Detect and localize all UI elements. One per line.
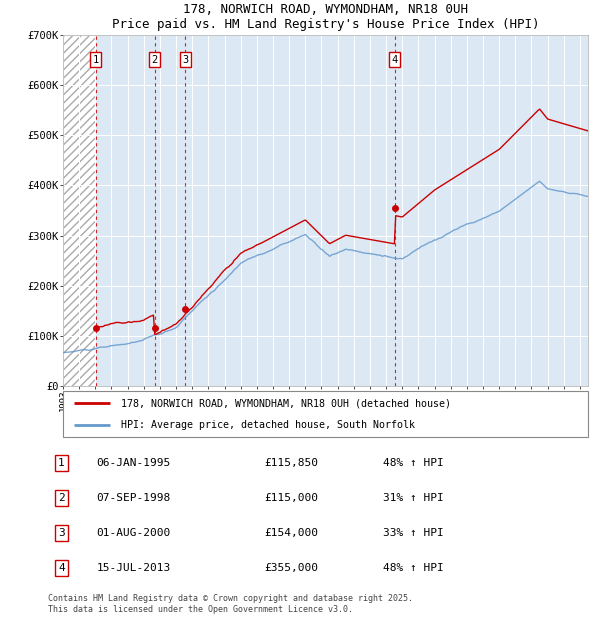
Text: £154,000: £154,000 xyxy=(264,528,318,538)
Text: 33% ↑ HPI: 33% ↑ HPI xyxy=(383,528,443,538)
Text: Contains HM Land Registry data © Crown copyright and database right 2025.
This d: Contains HM Land Registry data © Crown c… xyxy=(48,595,413,614)
Text: 4: 4 xyxy=(58,563,65,573)
Text: 1: 1 xyxy=(92,55,98,65)
Text: 3: 3 xyxy=(58,528,65,538)
Text: 178, NORWICH ROAD, WYMONDHAM, NR18 0UH (detached house): 178, NORWICH ROAD, WYMONDHAM, NR18 0UH (… xyxy=(121,398,451,408)
Text: 01-AUG-2000: 01-AUG-2000 xyxy=(97,528,171,538)
Text: 31% ↑ HPI: 31% ↑ HPI xyxy=(383,493,443,503)
Text: 06-JAN-1995: 06-JAN-1995 xyxy=(97,458,171,468)
Text: 15-JUL-2013: 15-JUL-2013 xyxy=(97,563,171,573)
Text: £115,000: £115,000 xyxy=(264,493,318,503)
Title: 178, NORWICH ROAD, WYMONDHAM, NR18 0UH
Price paid vs. HM Land Registry's House P: 178, NORWICH ROAD, WYMONDHAM, NR18 0UH P… xyxy=(112,3,539,32)
Text: 4: 4 xyxy=(392,55,398,65)
Text: 48% ↑ HPI: 48% ↑ HPI xyxy=(383,458,443,468)
Text: £355,000: £355,000 xyxy=(264,563,318,573)
Text: 48% ↑ HPI: 48% ↑ HPI xyxy=(383,563,443,573)
Text: 3: 3 xyxy=(182,55,188,65)
Text: 07-SEP-1998: 07-SEP-1998 xyxy=(97,493,171,503)
FancyBboxPatch shape xyxy=(63,391,588,437)
Bar xyxy=(63,35,95,386)
Text: HPI: Average price, detached house, South Norfolk: HPI: Average price, detached house, Sout… xyxy=(121,420,415,430)
Text: 2: 2 xyxy=(58,493,65,503)
Text: 2: 2 xyxy=(152,55,158,65)
Text: £115,850: £115,850 xyxy=(264,458,318,468)
Text: 1: 1 xyxy=(58,458,65,468)
